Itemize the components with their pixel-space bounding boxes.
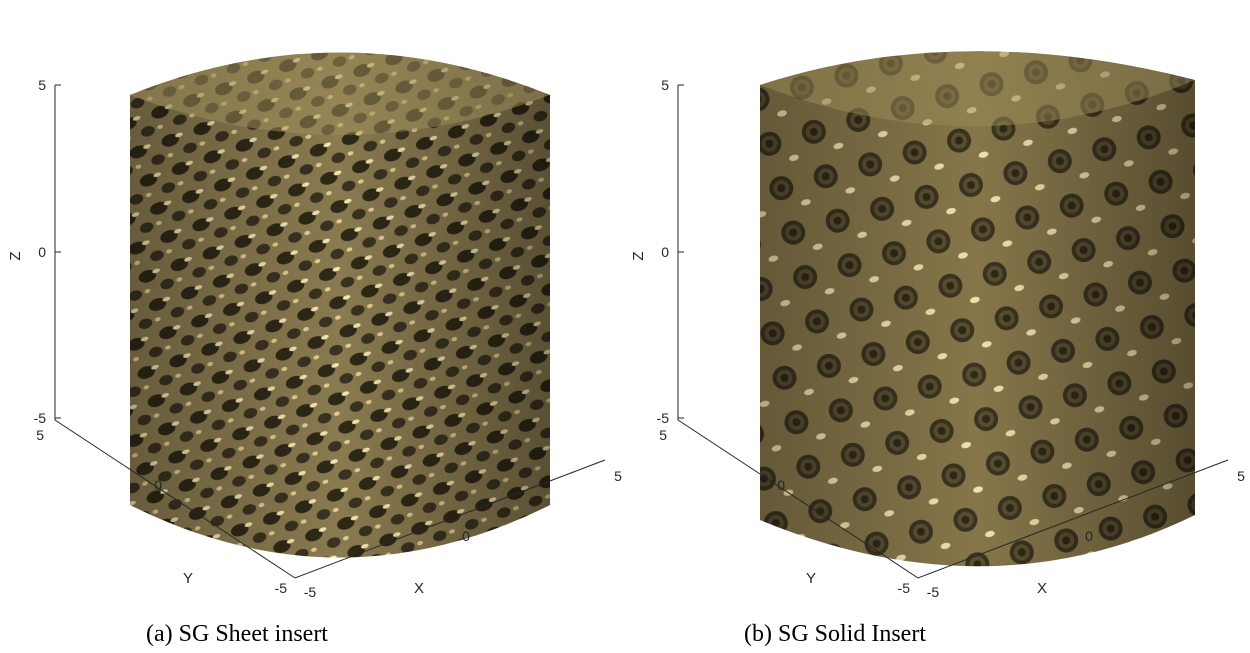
z-tick-label: -5 bbox=[34, 410, 47, 426]
y-tick-label: 5 bbox=[659, 427, 667, 443]
x-axis-label: X bbox=[1037, 580, 1047, 597]
solid-insert-render bbox=[760, 51, 1195, 566]
figure: 50-550-5-505ZYX(a) SG Sheet insert50-550… bbox=[0, 0, 1250, 653]
y-tick-label: -5 bbox=[898, 580, 911, 596]
x-axis-label: X bbox=[414, 580, 424, 597]
x-tick-label: 5 bbox=[1237, 468, 1245, 484]
sheet-insert-render bbox=[130, 53, 550, 558]
x-tick-label: -5 bbox=[927, 584, 940, 600]
x-tick-label: -5 bbox=[304, 584, 317, 600]
x-tick-label: 0 bbox=[1085, 528, 1093, 544]
z-tick-label: 0 bbox=[38, 244, 46, 260]
y-tick-label: 0 bbox=[154, 477, 162, 493]
y-axis-label: Y bbox=[806, 570, 816, 587]
caption: (b) SG Solid Insert bbox=[744, 621, 926, 647]
y-axis-label: Y bbox=[183, 570, 193, 587]
y-tick-label: -5 bbox=[275, 580, 288, 596]
x-tick-label: 5 bbox=[614, 468, 622, 484]
x-tick-label: 0 bbox=[462, 528, 470, 544]
z-tick-label: -5 bbox=[657, 410, 670, 426]
z-axis-label: Z bbox=[7, 251, 24, 260]
z-tick-label: 0 bbox=[661, 244, 669, 260]
caption: (a) SG Sheet insert bbox=[146, 621, 328, 647]
z-tick-label: 5 bbox=[38, 77, 46, 93]
y-tick-label: 5 bbox=[36, 427, 44, 443]
z-axis-label: Z bbox=[630, 251, 647, 260]
z-tick-label: 5 bbox=[661, 77, 669, 93]
y-tick-label: 0 bbox=[777, 477, 785, 493]
